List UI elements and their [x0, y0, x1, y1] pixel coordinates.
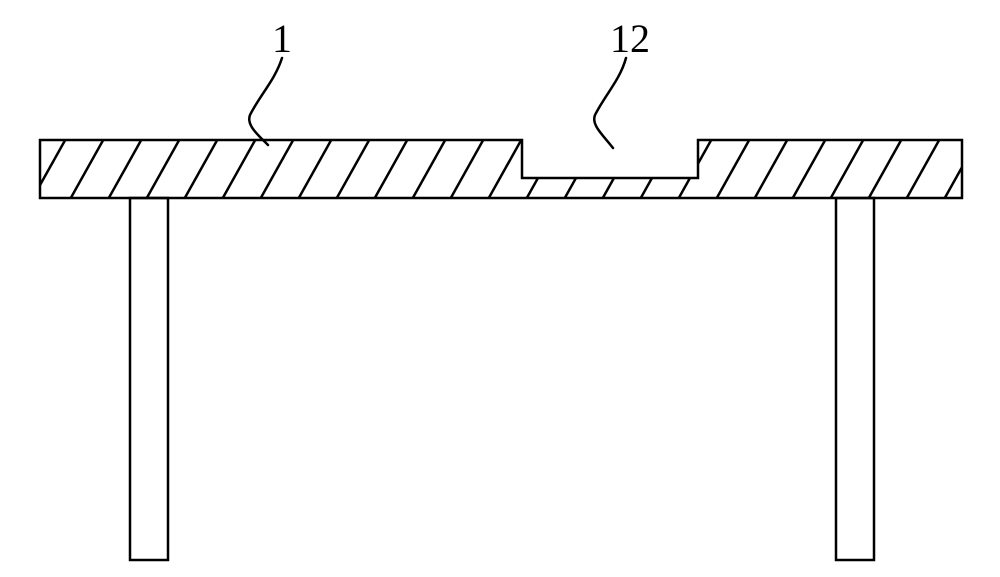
label-1: 1 — [272, 15, 292, 62]
leg-1 — [130, 198, 168, 560]
leg-2 — [836, 198, 874, 560]
hatch-group — [0, 135, 1000, 203]
leader-1 — [249, 58, 282, 145]
label-12: 12 — [610, 15, 650, 62]
top-plate-outline — [40, 140, 962, 198]
leader-12 — [594, 58, 626, 148]
